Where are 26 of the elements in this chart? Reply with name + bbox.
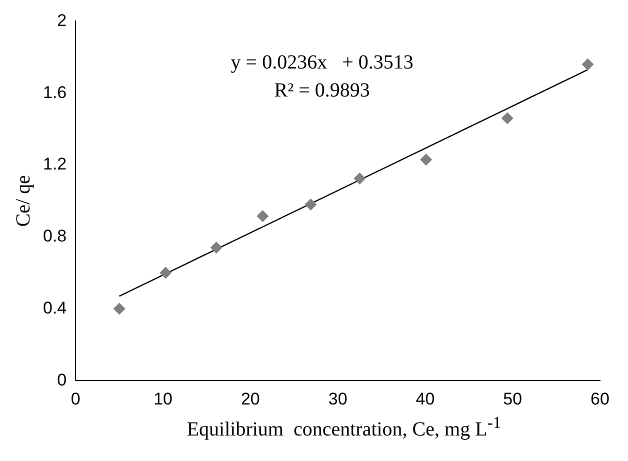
point (582, 58, 594, 70)
x-axis-title: Equilibrium concentration, Ce, mg L$^{-1}$ (186, 413, 502, 442)
y-axis-title: Ce/ qe (12, 174, 34, 227)
x-tick-label: 60 (590, 389, 610, 408)
x-tick-label: 50 (503, 389, 522, 408)
annotation: y = 0.0236x + 0.3513 (230, 51, 414, 74)
x-tick-label: 20 (240, 389, 260, 408)
x-tick-label: 30 (328, 389, 348, 408)
point (501, 112, 514, 124)
point (420, 154, 432, 166)
point (160, 266, 172, 279)
y-tick-label: 2 (57, 10, 67, 30)
y-tick-label: 0 (57, 370, 67, 390)
point (113, 302, 126, 315)
point (210, 242, 222, 254)
x-tick-label: 0 (70, 389, 80, 408)
y-tick-label: 1.2 (42, 154, 67, 174)
point (256, 210, 269, 222)
annotation: R² = 0.9893 (274, 79, 370, 102)
y-tick-label: 0.4 (42, 298, 67, 318)
y-tick-label: 1.6 (42, 82, 67, 102)
x-tick-label: 10 (154, 389, 172, 408)
point (354, 172, 366, 184)
point (304, 198, 317, 210)
y-tick-label: 0.8 (42, 226, 67, 246)
x-tick-label: 40 (416, 389, 435, 408)
